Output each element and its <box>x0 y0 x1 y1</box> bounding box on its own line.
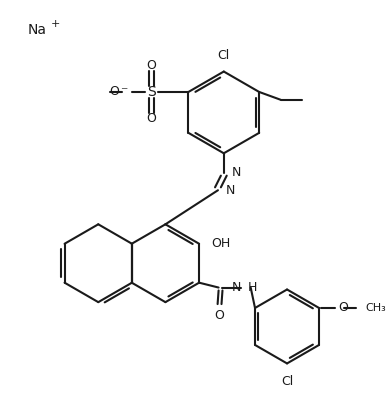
Text: ⁻: ⁻ <box>121 85 128 99</box>
Text: O: O <box>215 309 225 322</box>
Text: N: N <box>232 166 241 179</box>
Text: O: O <box>147 112 156 125</box>
Text: Na: Na <box>27 23 46 37</box>
Text: CH₃: CH₃ <box>366 303 386 313</box>
Text: OH: OH <box>211 237 230 250</box>
Text: O: O <box>338 301 348 314</box>
Text: Cl: Cl <box>281 375 293 388</box>
Text: O: O <box>109 86 120 98</box>
Text: N: N <box>232 281 241 294</box>
Text: Cl: Cl <box>218 49 230 62</box>
Text: +: + <box>50 19 60 29</box>
Text: H: H <box>248 281 257 294</box>
Text: N: N <box>226 184 235 197</box>
Text: O: O <box>147 59 156 72</box>
Text: S: S <box>147 85 156 99</box>
